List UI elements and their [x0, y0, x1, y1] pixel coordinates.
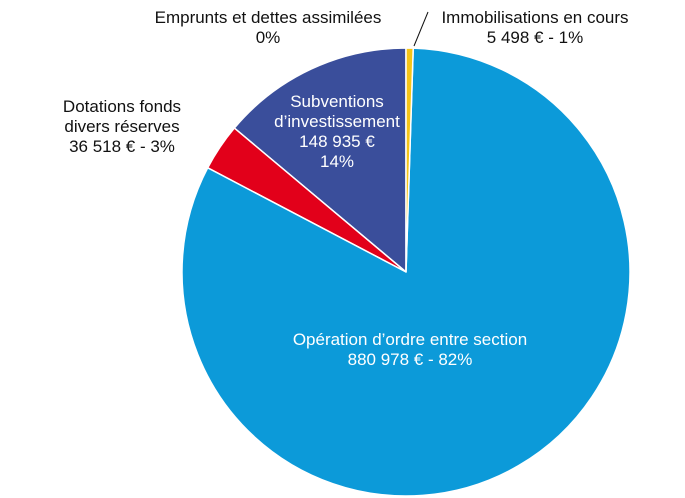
slice-label: Immobilisations en cours 5 498 € - 1%	[405, 8, 665, 48]
leader-line	[413, 11, 429, 47]
pie-slice	[405, 47, 414, 273]
slice-value: 5 498 € - 1%	[486, 28, 584, 47]
slice-name: Subventions d’investissement	[274, 92, 400, 131]
slice-value: 148 935 € 14%	[299, 132, 375, 171]
slice-value: 36 518 € - 3%	[69, 137, 175, 156]
slice-name: Opération d’ordre entre section	[292, 330, 528, 349]
slice-name: Immobilisations en cours	[441, 8, 629, 27]
slice-label: Subventions d’investissement 148 935 € 14…	[267, 92, 407, 172]
slice-name: Emprunts et dettes assimilées	[154, 8, 382, 27]
slice-name: Dotations fonds divers réserves	[62, 97, 182, 136]
slice-label: Opération d’ordre entre section 880 978 €…	[250, 330, 570, 370]
slice-label: Emprunts et dettes assimilées 0%	[118, 8, 418, 48]
slice-value: 880 978 € - 82%	[347, 350, 473, 369]
slice-label: Dotations fonds divers réserves 36 518 € …	[52, 97, 192, 157]
pie-slice	[233, 47, 407, 273]
slice-value: 0%	[255, 28, 281, 47]
